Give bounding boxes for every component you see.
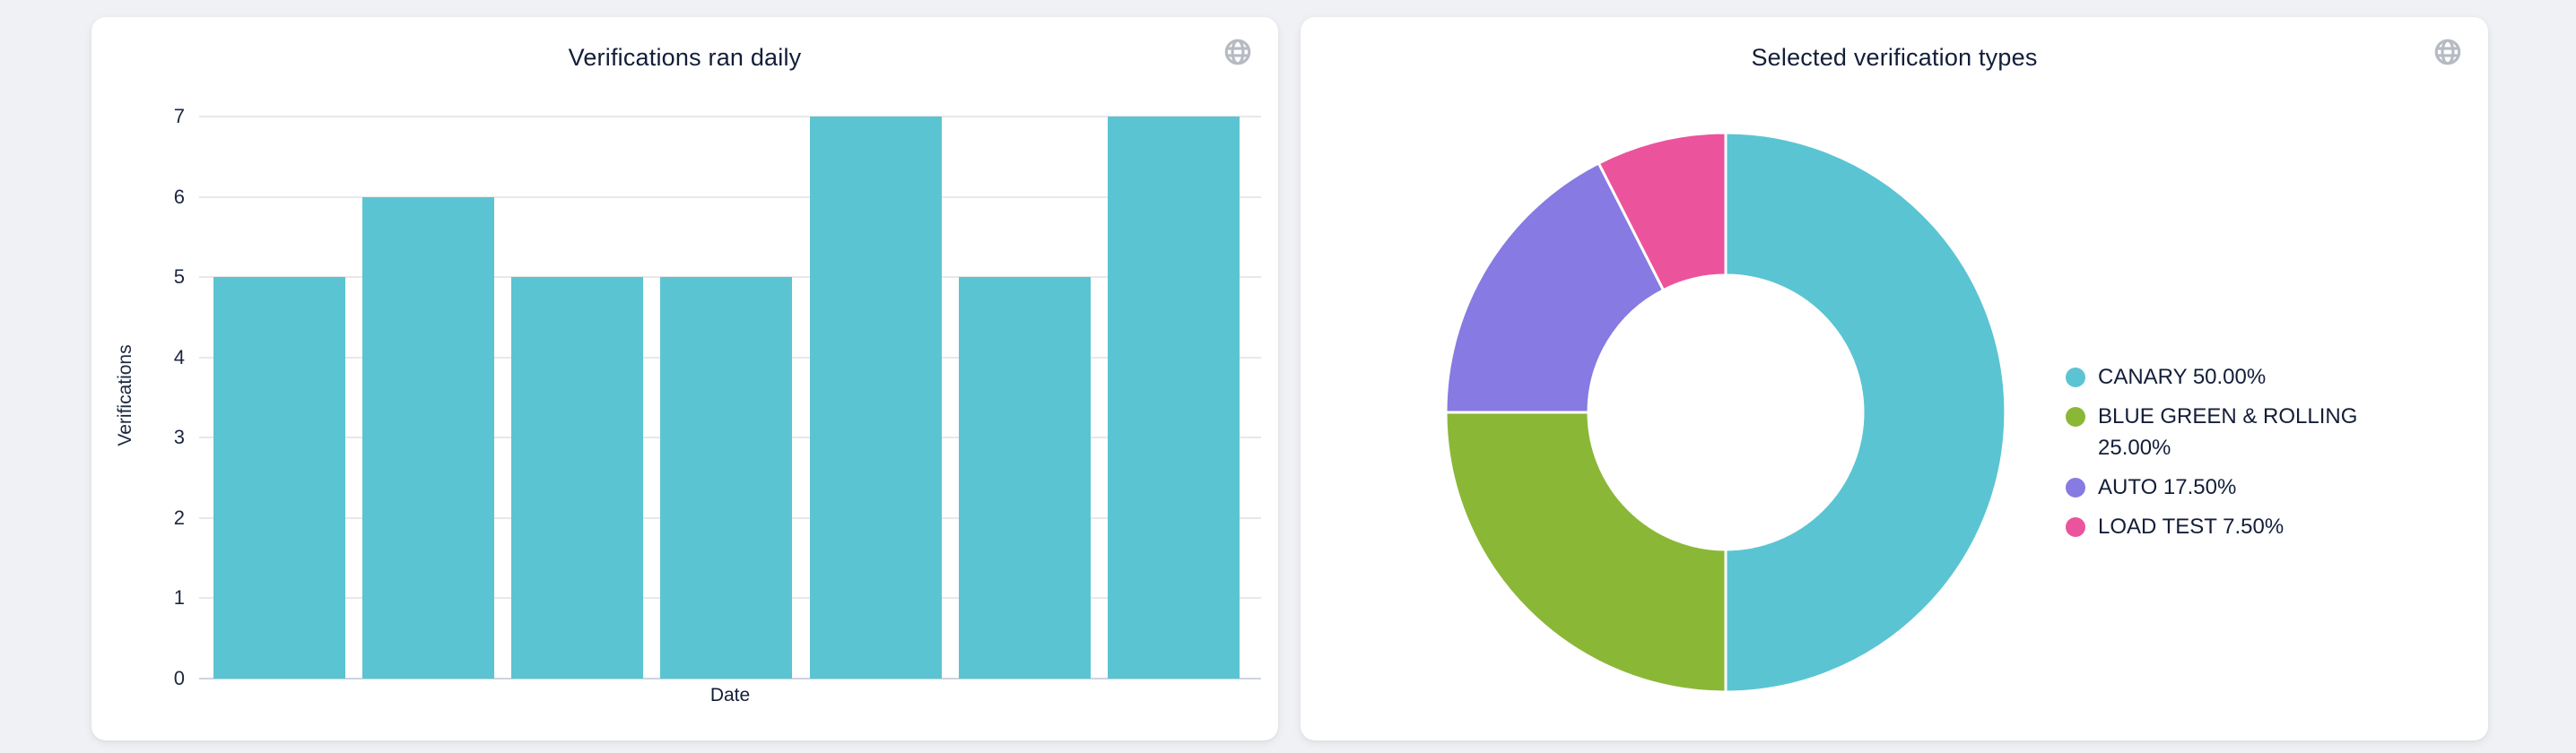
legend-dot xyxy=(2066,368,2085,387)
legend-dot xyxy=(2066,407,2085,427)
globe-icon[interactable] xyxy=(1223,37,1253,67)
bar-day-4[interactable] xyxy=(660,277,793,679)
y-tick-label: 3 xyxy=(173,426,185,449)
bar-day-1[interactable] xyxy=(213,277,345,679)
bar-day-2[interactable] xyxy=(362,196,495,679)
y-tick-label: 0 xyxy=(173,667,185,689)
gridline-y-6: 6 xyxy=(174,186,1261,208)
y-tick-label: 6 xyxy=(173,185,185,208)
donut-slice-auto[interactable] xyxy=(1444,160,1666,414)
legend-dot xyxy=(2066,478,2085,498)
bar-day-5[interactable] xyxy=(809,117,942,679)
donut-chart-title: Selected verification types xyxy=(1751,44,2038,71)
legend-label: LOAD TEST 7.50% xyxy=(2098,515,2284,539)
bar-day-6[interactable] xyxy=(958,277,1091,679)
y-tick-label: 7 xyxy=(173,105,185,127)
gridline-y-0: 0 xyxy=(174,667,1261,689)
gridline-y-7: 7 xyxy=(174,105,1261,127)
donut-slice-blue-green-rolling[interactable] xyxy=(1444,411,1727,694)
y-tick-label: 4 xyxy=(173,345,185,368)
legend-item-load-test[interactable]: LOAD TEST 7.50% xyxy=(2066,511,2376,542)
donut-legend: CANARY 50.00% BLUE GREEN & ROLLING 25.00%… xyxy=(2066,361,2376,550)
y-axis-title: Verifications xyxy=(115,344,135,446)
bar-day-3[interactable] xyxy=(511,277,644,679)
legend-item-canary[interactable]: CANARY 50.00% xyxy=(2066,361,2376,393)
bar-chart-bars xyxy=(199,117,1261,679)
donut-chart xyxy=(1444,131,2007,694)
bar-chart-plot: 0 1 2 3 4 5 6 7 xyxy=(174,105,1261,689)
globe-icon[interactable] xyxy=(2432,37,2463,67)
y-tick-label: 1 xyxy=(173,586,185,610)
legend-label: BLUE GREEN & ROLLING 25.00% xyxy=(2098,404,2358,460)
donut-slice-load-test[interactable] xyxy=(1597,131,1727,292)
donut-slice-canary[interactable] xyxy=(1724,131,2007,694)
legend-label: CANARY 50.00% xyxy=(2098,365,2267,389)
legend-item-blue-green-rolling[interactable]: BLUE GREEN & ROLLING 25.00% xyxy=(2066,401,2376,463)
bar-day-7[interactable] xyxy=(1107,117,1240,679)
legend-label: AUTO 17.50% xyxy=(2098,475,2237,499)
card-verifications-daily: Verifications ran daily 0 1 2 3 4 5 6 7 Verific… xyxy=(91,17,1278,740)
y-tick-label: 2 xyxy=(173,506,185,529)
legend-dot xyxy=(2066,517,2085,537)
bar-chart-title: Verifications ran daily xyxy=(568,44,802,71)
x-axis-title: Date xyxy=(709,685,751,705)
y-tick-label: 5 xyxy=(173,265,185,289)
card-verification-types: Selected verification types CANARY 50.00… xyxy=(1301,17,2488,740)
legend-item-auto[interactable]: AUTO 17.50% xyxy=(2066,472,2376,503)
